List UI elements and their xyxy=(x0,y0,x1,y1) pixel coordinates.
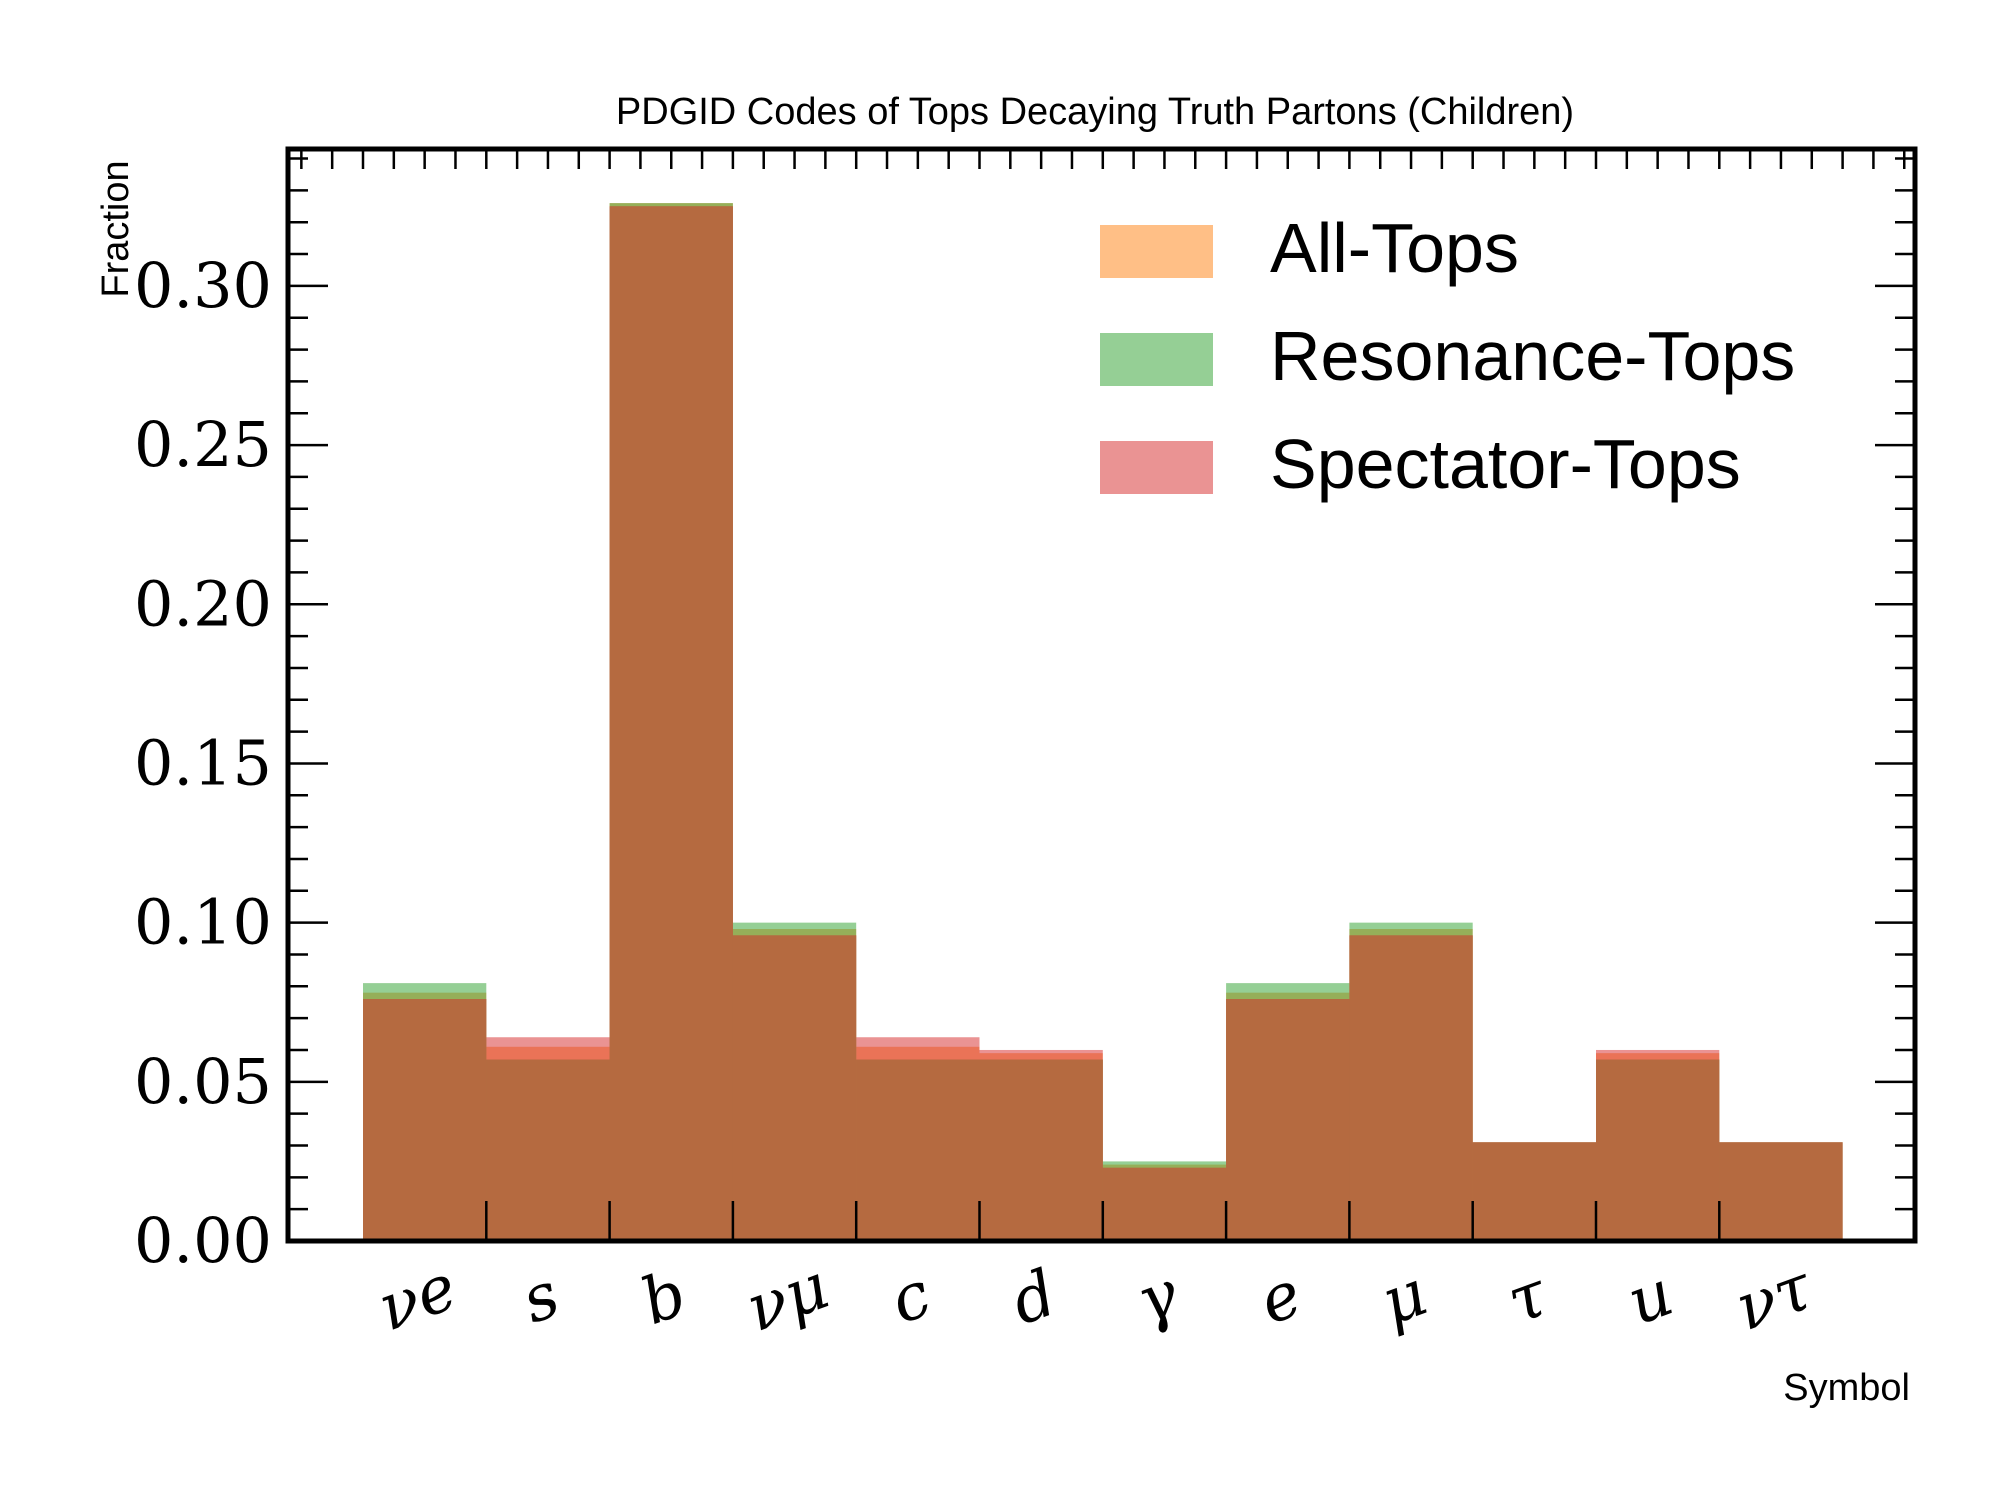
x-tick-label: s xyxy=(513,1258,569,1339)
x-tick-label: d xyxy=(1002,1256,1066,1340)
chart-title: PDGID Codes of Tops Decaying Truth Parto… xyxy=(616,91,1574,133)
x-axis-label: Symbol xyxy=(1783,1367,1910,1409)
legend-label: Resonance-Tops xyxy=(1270,317,1795,395)
x-tick-label: c xyxy=(881,1257,940,1339)
y-tick-label: 0.15 xyxy=(134,726,272,799)
overlap-bar-11 xyxy=(1719,1142,1843,1241)
legend-label: All-Tops xyxy=(1270,209,1519,287)
y-tick-label: 0.05 xyxy=(134,1045,272,1118)
y-tick-label: 0.25 xyxy=(134,408,272,481)
overlap-bar-0 xyxy=(363,999,487,1241)
legend-item-all-tops: All-Tops xyxy=(1100,209,1519,287)
y-tick-labels: 0.00 0.05 0.10 0.15 0.20 0.25 0.30 xyxy=(134,249,272,1277)
legend: All-Tops Resonance-Tops Spectator-Tops xyxy=(1100,209,1795,503)
x-tick-label: b xyxy=(632,1256,696,1340)
overlap-bar-6 xyxy=(1102,1167,1227,1241)
legend-label: Spectator-Tops xyxy=(1270,425,1741,503)
y-tick-label: 0.20 xyxy=(134,567,272,640)
y-tick-label: 0.30 xyxy=(134,249,272,322)
overlap-bar-3 xyxy=(732,935,857,1241)
x-tick-labels: νe s b νμ c d γ e μ τ u ντ xyxy=(369,1250,1823,1347)
legend-swatch xyxy=(1100,333,1213,386)
legend-item-spectator-tops: Spectator-Tops xyxy=(1100,425,1741,503)
overlap-region xyxy=(363,206,1843,1241)
overlap-bar-4 xyxy=(856,1059,980,1241)
overlap-bar-10 xyxy=(1596,1059,1720,1241)
plot-frame xyxy=(285,146,1918,1244)
y-tick-label: 0.10 xyxy=(134,886,272,959)
overlap-bar-5 xyxy=(979,1059,1103,1241)
x-tick-label: νμ xyxy=(737,1250,838,1347)
x-tick-label: u xyxy=(1618,1256,1682,1340)
x-tick-label: e xyxy=(1250,1257,1311,1339)
x-tick-label: νe xyxy=(369,1250,466,1346)
overlap-bar-8 xyxy=(1349,935,1473,1241)
y-tick-label: 0.00 xyxy=(134,1204,272,1277)
overlap-bar-9 xyxy=(1472,1142,1596,1241)
bars-layer xyxy=(363,203,1843,1242)
x-tick-label: τ xyxy=(1498,1257,1558,1339)
overlap-bar-1 xyxy=(486,1059,610,1241)
x-tick-label: ντ xyxy=(1726,1250,1823,1345)
x-tick-label: γ xyxy=(1127,1257,1189,1340)
x-tick-label: μ xyxy=(1372,1256,1436,1340)
ticks-layer xyxy=(288,149,1915,1243)
legend-swatch xyxy=(1100,441,1213,494)
legend-item-resonance-tops: Resonance-Tops xyxy=(1100,317,1795,395)
legend-swatch xyxy=(1100,225,1213,278)
overlap-bar-2 xyxy=(609,206,733,1241)
y-axis-label: Fraction xyxy=(95,160,137,297)
overlap-bar-7 xyxy=(1226,999,1350,1241)
